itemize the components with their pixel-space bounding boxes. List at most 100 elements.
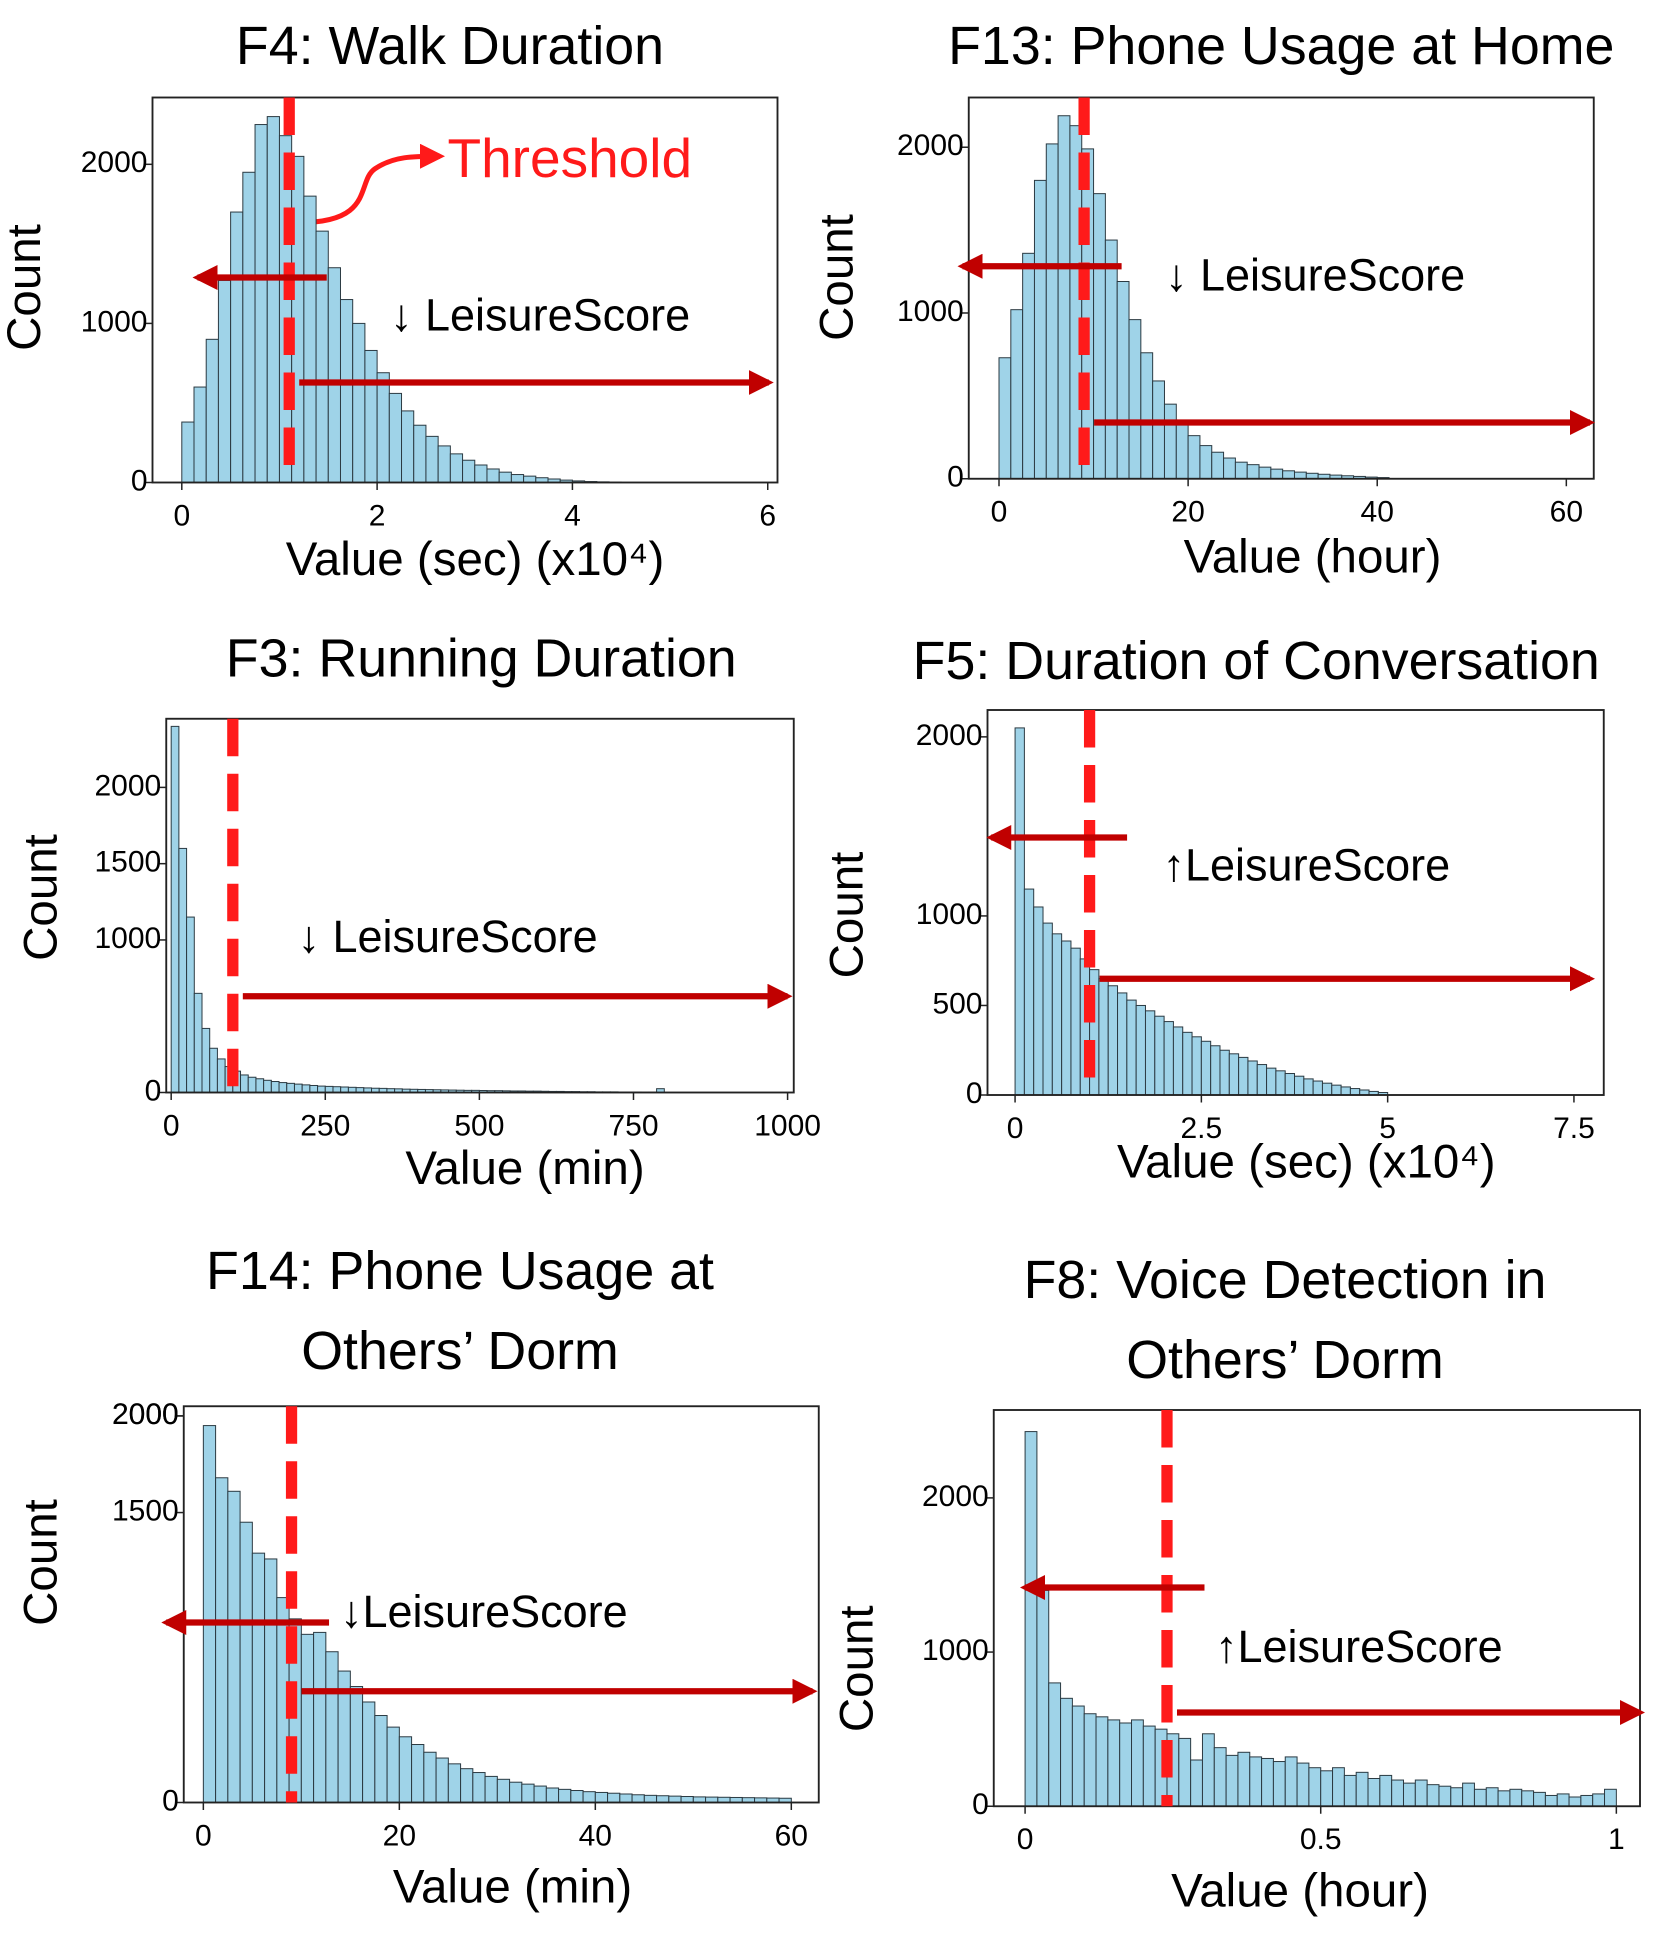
bar — [1320, 1770, 1334, 1807]
bar — [286, 1082, 295, 1094]
y-axis-label: Count — [14, 834, 67, 961]
bar — [533, 1785, 547, 1803]
x-tick-label: 7.5 — [1553, 1112, 1595, 1145]
x-tick-label: 40 — [579, 1819, 612, 1852]
x-tick-label: 40 — [1361, 496, 1394, 529]
bar — [1473, 1788, 1487, 1807]
bar — [1379, 1774, 1393, 1807]
bar — [656, 1795, 670, 1803]
bar — [521, 1783, 535, 1804]
y-axis-label: Count — [0, 224, 51, 351]
bar — [1210, 1045, 1221, 1096]
y-tick-label: 1500 — [112, 1494, 179, 1527]
bar — [181, 421, 195, 484]
bar — [486, 468, 500, 484]
bar — [1321, 1082, 1333, 1096]
bar — [209, 1047, 218, 1094]
bar — [1312, 1080, 1323, 1096]
annotation: ↓ LeisureScore — [390, 290, 690, 341]
bar — [1051, 933, 1063, 1096]
bar — [186, 916, 195, 1094]
bar — [498, 471, 512, 484]
bar — [1140, 352, 1154, 480]
bar — [1119, 1722, 1133, 1807]
bar — [1142, 1725, 1156, 1807]
bar — [1131, 1719, 1144, 1807]
bar — [1462, 1782, 1475, 1807]
chart-title: Others’ Dorm — [301, 1321, 619, 1381]
bar — [1256, 1064, 1268, 1096]
bar — [1391, 1779, 1404, 1807]
bar — [1201, 1733, 1215, 1807]
bar — [205, 338, 219, 484]
x-tick-label: 5 — [1379, 1112, 1396, 1145]
bar — [315, 230, 329, 484]
y-axis-label: Count — [14, 1499, 67, 1626]
bar — [313, 1631, 327, 1804]
bar — [230, 211, 244, 484]
y-tick-label: 0 — [162, 1784, 179, 1817]
bar — [193, 386, 207, 484]
y-tick-label: 0 — [972, 1788, 989, 1821]
x-tick-label: 20 — [1171, 496, 1204, 529]
annotation: ↓ LeisureScore — [298, 911, 598, 962]
bar — [352, 322, 366, 484]
bar — [1200, 1040, 1212, 1096]
bar — [437, 445, 451, 484]
bar — [1604, 1788, 1617, 1807]
bar — [423, 1751, 437, 1804]
bar — [1045, 143, 1059, 480]
x-tick-label: 0 — [195, 1819, 212, 1852]
bar — [266, 116, 280, 484]
bar — [582, 1791, 596, 1803]
bar — [484, 1775, 498, 1804]
bar — [264, 1558, 278, 1804]
bar — [1036, 1589, 1050, 1807]
bar — [278, 1082, 288, 1093]
x-tick-label: 60 — [775, 1819, 808, 1852]
bar — [1509, 1788, 1523, 1807]
bar — [1187, 435, 1201, 480]
bar — [1172, 1026, 1184, 1096]
bar — [1485, 1787, 1499, 1807]
bar — [1228, 1053, 1240, 1096]
bar — [1199, 445, 1213, 480]
bar — [619, 1793, 633, 1803]
bar — [1116, 280, 1130, 480]
y-tick-label: 0 — [966, 1077, 983, 1110]
bar — [401, 410, 415, 484]
bar — [1190, 1759, 1203, 1807]
bar — [1104, 239, 1118, 480]
y-tick-label: 1000 — [897, 295, 964, 328]
y-tick-label: 0 — [131, 464, 148, 497]
bar — [1308, 1767, 1322, 1807]
x-tick-label: 1000 — [754, 1109, 821, 1142]
bar — [1247, 1060, 1258, 1096]
bar — [1033, 179, 1047, 480]
bar — [435, 1757, 449, 1804]
bar — [1275, 1070, 1286, 1096]
bar — [255, 1078, 265, 1093]
bar — [1219, 1049, 1230, 1096]
bar — [1246, 464, 1260, 480]
bar — [1238, 1056, 1249, 1096]
y-tick-label: 1000 — [81, 305, 148, 338]
x-axis-label: Value (sec) (x10⁴) — [1117, 1136, 1496, 1189]
y-tick-label: 1000 — [94, 922, 161, 955]
x-axis-label: Value (hour) — [1171, 1864, 1429, 1917]
axes-frame — [151, 96, 779, 484]
chart-title: Others’ Dorm — [1126, 1330, 1444, 1390]
bar — [178, 847, 188, 1094]
threshold-pointer — [299, 143, 445, 226]
bar — [1331, 1084, 1342, 1096]
x-axis-label: Value (min) — [393, 1861, 632, 1914]
y-tick-label: 2000 — [916, 719, 983, 752]
bar — [293, 1083, 303, 1094]
x-tick-label: 0.5 — [1300, 1823, 1342, 1856]
x-tick-label: 60 — [1550, 496, 1583, 529]
bar — [398, 1736, 413, 1804]
bar — [570, 1790, 584, 1804]
axes-frame — [992, 1409, 1641, 1808]
x-tick-label: 250 — [300, 1109, 350, 1142]
